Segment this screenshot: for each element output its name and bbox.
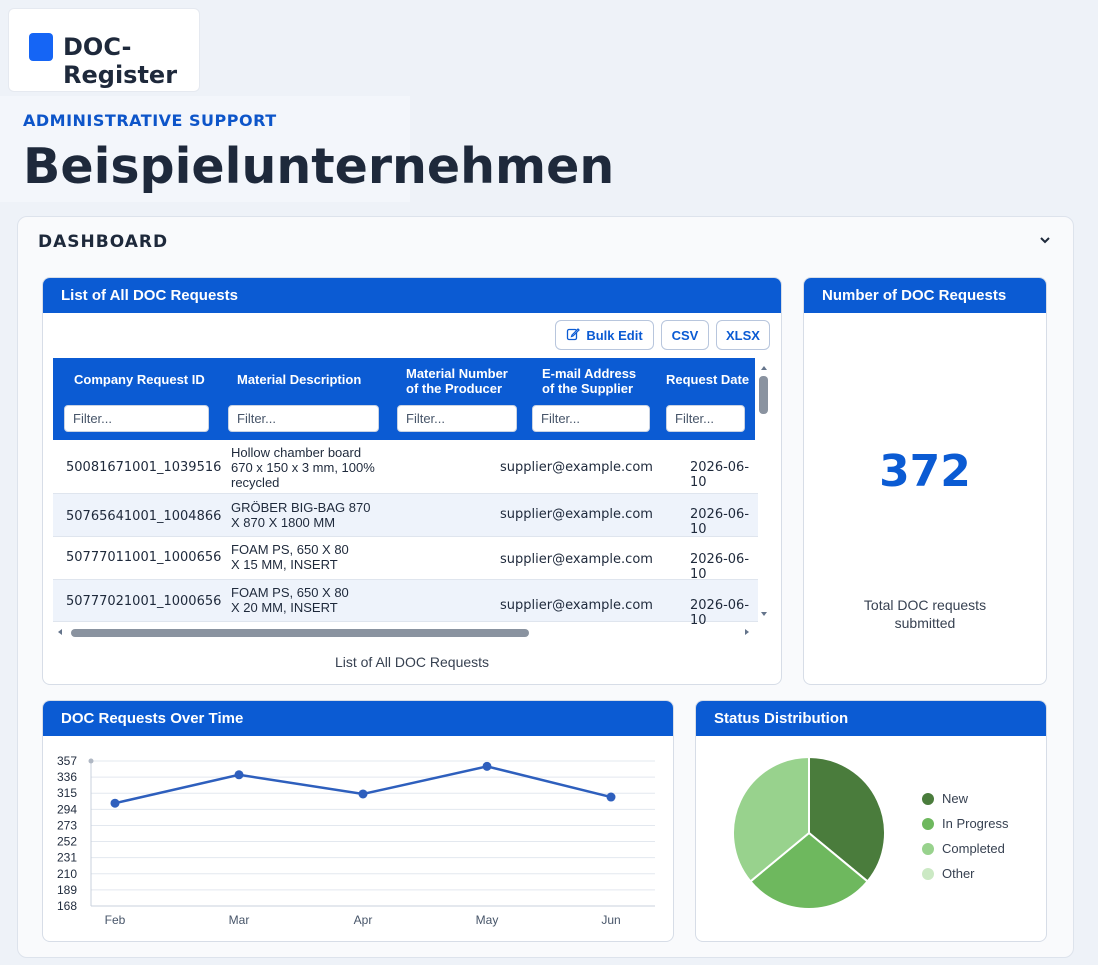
cell-request-id: 50081671001_1039516 [66,460,222,475]
filter-input-request-date[interactable]: Filter... [666,405,745,432]
csv-export-button[interactable]: CSV [661,320,709,350]
cell-supplier-email: supplier@example.com [500,460,653,475]
cell-material-description: FOAM PS, 650 X 80 X 15 MM, INSERT [231,542,349,572]
edit-icon [566,322,581,352]
requests-table-panel: List of All DOC Requests Bulk Edit CSV X… [42,277,782,685]
axis-origin-dot [88,758,94,764]
filter-input-material-number[interactable]: Filter... [397,405,517,432]
kpi-label: Total DOC requests submitted [804,596,1046,632]
y-tick-label: 273 [57,818,77,832]
cell-supplier-email: supplier@example.com [500,598,653,613]
pie-chart [732,755,886,910]
chevron-down-icon[interactable] [1039,231,1051,250]
legend-label: Completed [942,841,1005,856]
data-point [482,761,492,771]
y-tick-label: 231 [57,851,77,865]
table-row[interactable]: 50081671001_1039516 Hollow chamber board… [53,440,758,494]
legend-label: Other [942,866,975,881]
pie-chart-panel: Status Distribution New In Progress Comple… [695,700,1047,942]
x-tick-label: May [476,913,499,927]
cell-request-date: 2026-06-10 [690,507,750,537]
app-logo-icon [29,33,53,61]
data-point [234,770,244,780]
cell-request-date: 2026-06-10 [690,552,750,582]
legend-label: New [942,791,969,806]
cell-material-description: GRÖBER BIG-BAG 870 X 870 X 1800 MM [231,500,371,530]
filter-input-company-request-id[interactable]: Filter... [64,405,209,432]
y-tick-label: 294 [57,802,77,816]
cell-supplier-email: supplier@example.com [500,552,653,567]
pie-slice [732,755,810,883]
pie-slice [749,831,869,910]
vertical-scrollbar[interactable] [759,364,769,619]
header-band [0,96,410,202]
cell-request-date: 2026-06-10 [690,460,750,490]
y-tick-label: 357 [57,754,77,768]
y-tick-label: 168 [57,899,77,913]
pie-slice [808,755,886,883]
y-tick-label: 252 [57,835,77,849]
xlsx-export-button[interactable]: XLSX [716,320,770,350]
legend-label: In Progress [942,816,1009,831]
table-row[interactable]: 50777021001_1000656 FOAM PS, 650 X 80 X … [53,580,758,628]
app-name: DOC-Register [63,33,178,89]
panel-title: Number of DOC Requests [804,278,1046,313]
app-logo-card[interactable]: DOC-Register [8,8,200,92]
filter-input-material-description[interactable]: Filter... [228,405,379,432]
legend-swatch [922,793,934,805]
cell-supplier-email: supplier@example.com [500,507,653,522]
horizontal-scroll-thumb[interactable] [71,629,529,637]
cell-request-date: 2026-06-10 [690,598,750,628]
panel-title: Status Distribution [696,701,1046,736]
table-row[interactable]: 50765641001_1004866 GRÖBER BIG-BAG 870 X… [53,494,758,537]
x-tick-label: Mar [229,913,250,927]
column-header-company-request-id[interactable]: Company Request ID [74,372,205,387]
horizontal-scrollbar[interactable] [53,626,758,637]
kpi-value: 372 [879,446,971,497]
table-caption: List of All DOC Requests [334,654,490,670]
line-chart-panel: DOC Requests Over Time 357 336 315 294 273 25… [42,700,674,942]
dashboard-section: DASHBOARD List of All DOC Requests Bulk … [17,216,1074,958]
cell-request-id: 50777021001_1000656 [66,594,222,609]
line-chart: 357 336 315 294 273 252 231 210 189 168 Feb Mar Apr M… [57,754,655,927]
y-tick-label: 315 [57,786,77,800]
y-tick-label: 189 [57,883,77,897]
column-header-material-description[interactable]: Material Description [237,372,362,387]
cell-material-description: Hollow chamber board 670 x 150 x 3 mm, 1… [231,445,375,490]
data-point [358,789,368,799]
x-tick-label: Feb [105,913,126,927]
legend-swatch [922,818,934,830]
data-point [110,798,120,808]
dashboard-title: DASHBOARD [38,232,169,252]
x-tick-label: Jun [601,913,620,927]
table-row[interactable]: 50777011001_1000656 FOAM PS, 650 X 80 X … [53,537,758,582]
page-subtitle: ADMINISTRATIVE SUPPORT [23,111,277,130]
bulk-edit-button[interactable]: Bulk Edit [555,320,654,350]
data-point [606,792,616,802]
cell-request-id: 50765641001_1004866 [66,509,222,524]
panel-title: DOC Requests Over Time [43,701,673,736]
panel-title: List of All DOC Requests [43,278,781,313]
cell-material-description: FOAM PS, 650 X 80 X 20 MM, INSERT [231,585,349,615]
legend-swatch [922,868,934,880]
y-tick-label: 336 [57,770,77,784]
table-header: Company Request ID Material Description … [53,358,755,440]
page-title: Beispielunternehmen [23,138,615,195]
filter-input-supplier-email[interactable]: Filter... [532,405,650,432]
cell-request-id: 50777011001_1000656 [66,550,222,565]
column-header-request-date[interactable]: Request Date [666,372,750,387]
legend-swatch [922,843,934,855]
x-tick-label: Apr [354,913,373,927]
column-header-supplier-email[interactable]: E-mail Address of the Supplier [542,366,637,396]
y-tick-label: 210 [57,867,77,881]
vertical-scroll-thumb[interactable] [759,376,768,414]
column-header-material-number[interactable]: Material Number of the Producer [406,366,508,396]
bulk-edit-label: Bulk Edit [586,328,643,343]
kpi-label-text: Total DOC requests submitted [863,597,987,631]
kpi-panel: Number of DOC Requests 372 Total DOC req… [803,277,1047,685]
